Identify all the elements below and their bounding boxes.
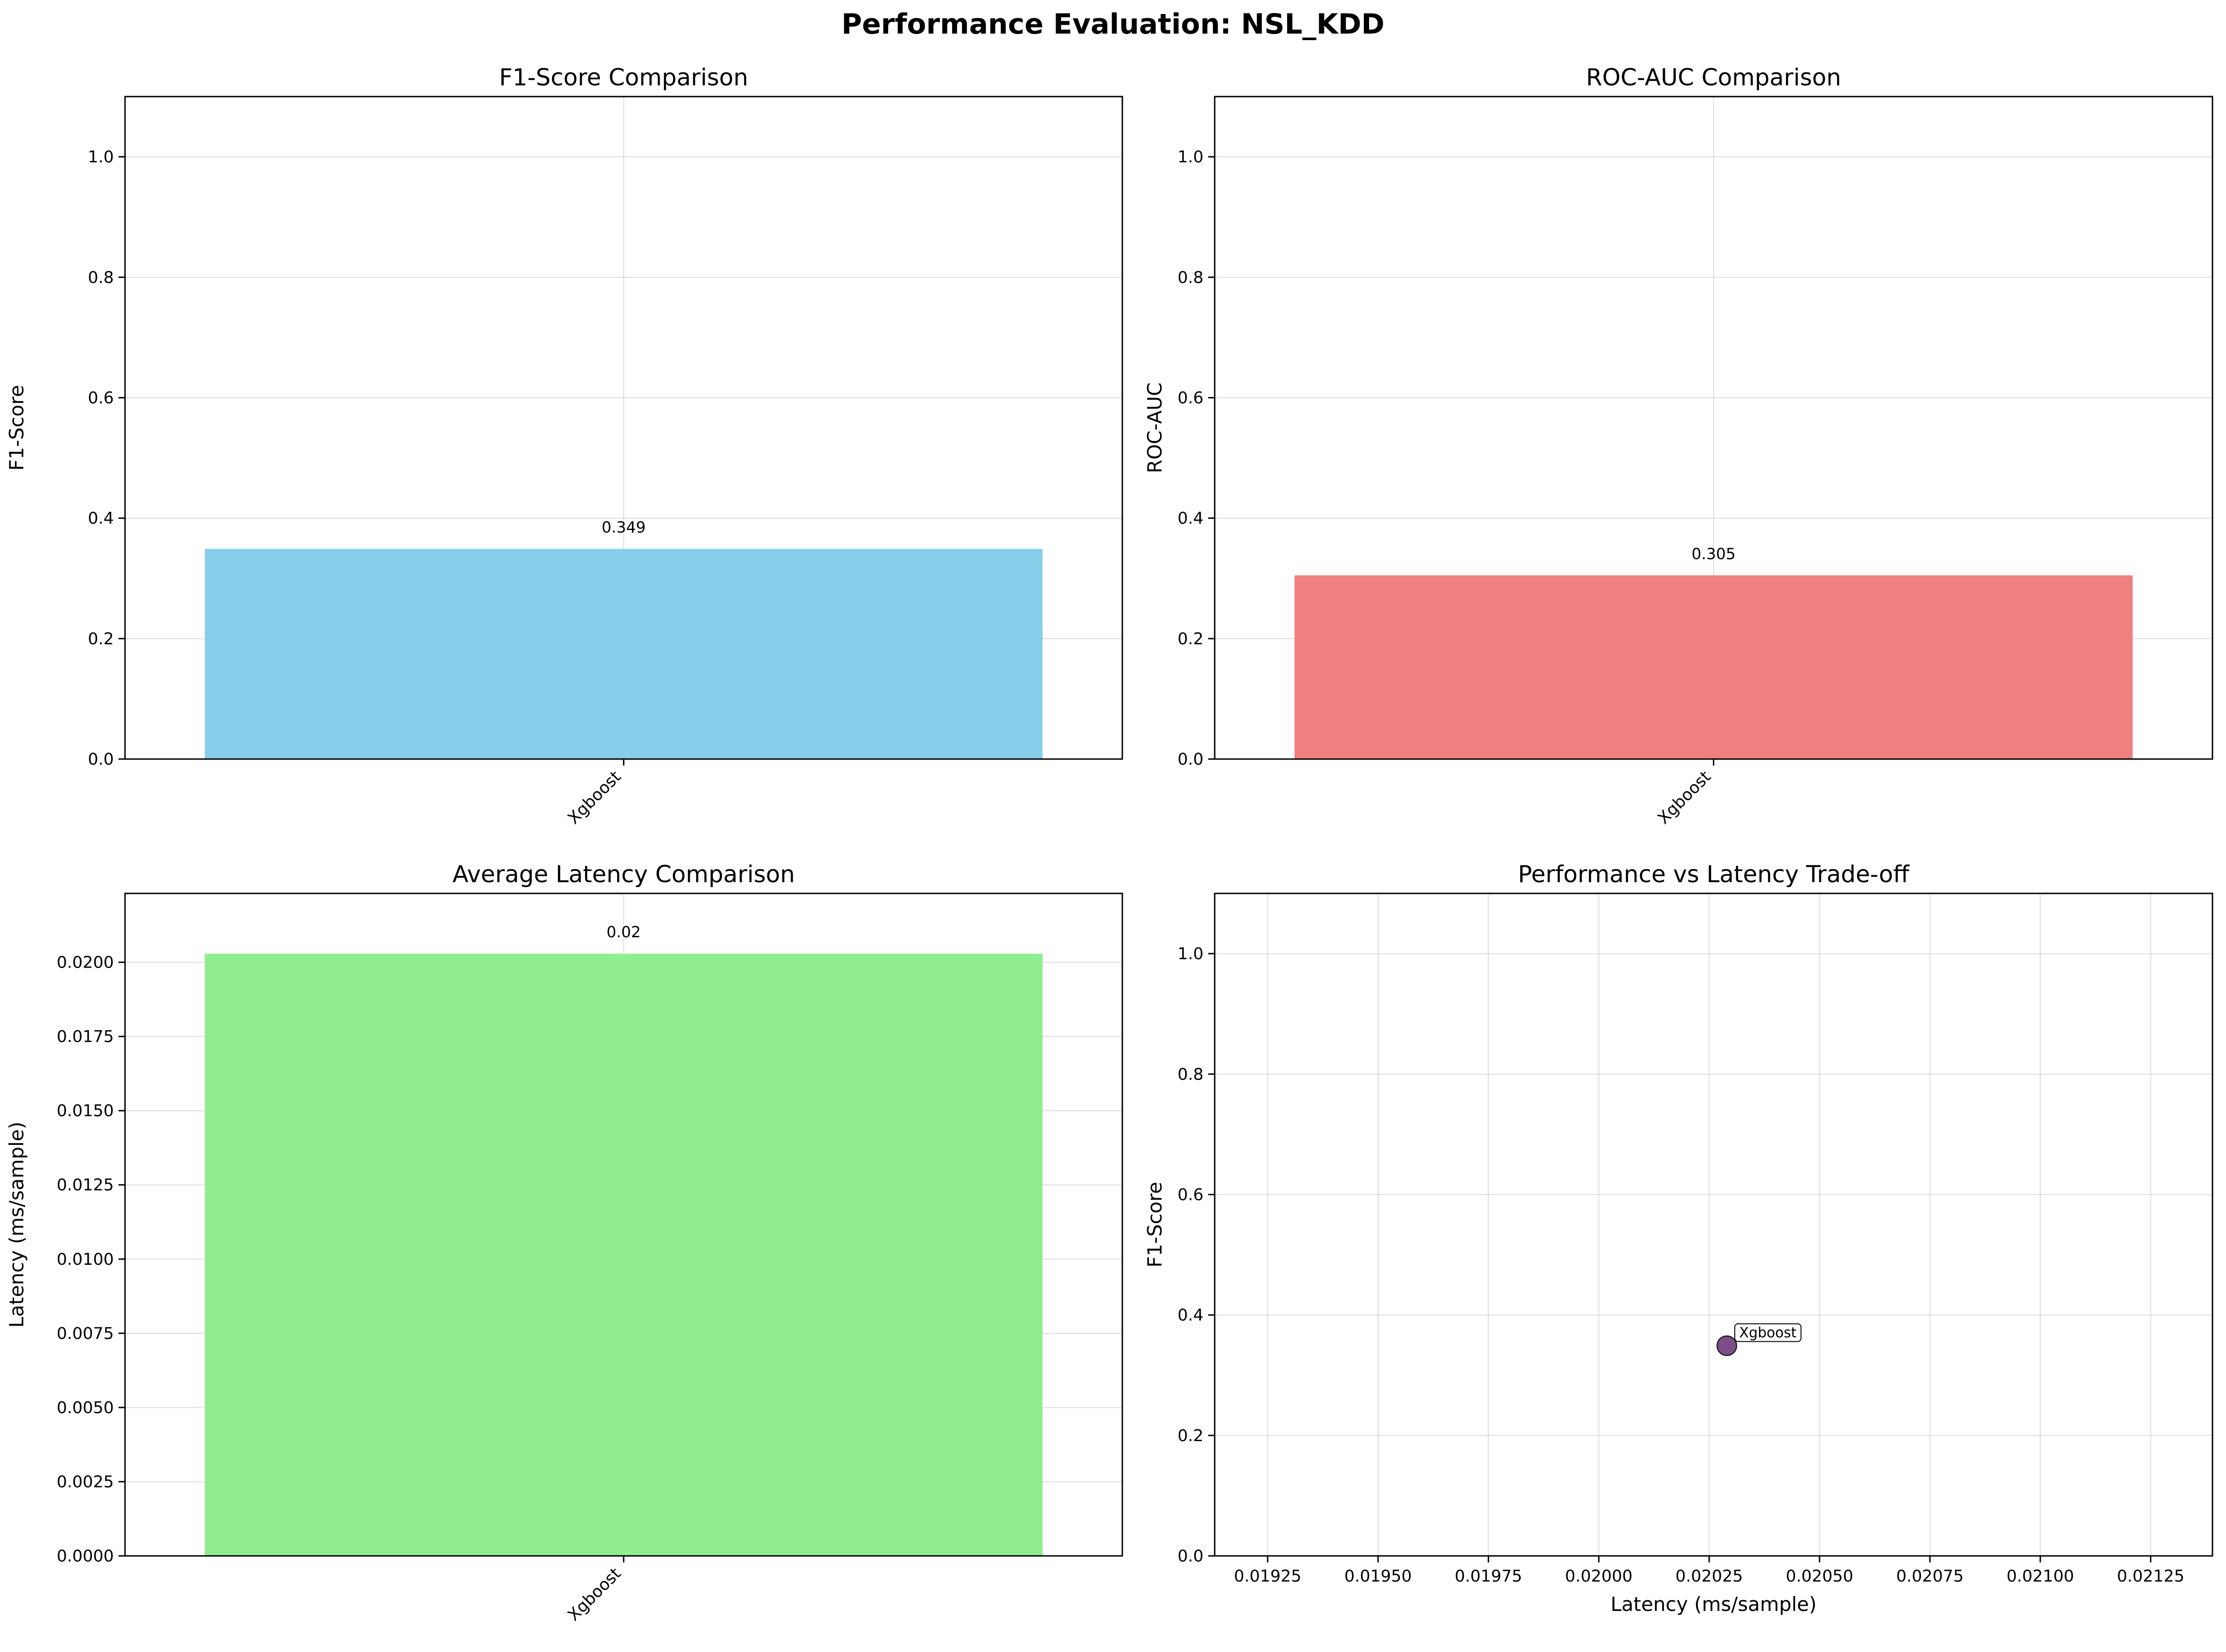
bar-value-label: 0.305 (1691, 544, 1735, 563)
y-tick-label: 0.0125 (57, 1176, 114, 1195)
bar-xgboost (205, 954, 1043, 1556)
x-tick-label: 0.01925 (1234, 1567, 1301, 1586)
panel-latency: 0.02 0.0000 0.0025 0.0050 0.0075 0.0100 0.0125… (5, 861, 1123, 1625)
chart-panels: 0.349 0.0 0.2 0.4 0.6 0.8 1.0 Xgboost F1-Score C… (5, 64, 2213, 1625)
y-axis-ticks: 0.0 0.2 0.4 0.6 0.8 1.0 (1177, 148, 1215, 769)
y-tick-label: 0.0 (1177, 750, 1203, 769)
y-tick-label: 0.6 (1177, 1185, 1203, 1204)
y-tick-label: 0.0 (88, 750, 114, 769)
y-tick-label: 1.0 (1177, 945, 1203, 963)
panel-title: ROC-AUC Comparison (1586, 64, 1841, 91)
y-axis-ticks: 0.0 0.2 0.4 0.6 0.8 1.0 (88, 148, 125, 769)
y-tick-label: 0.2 (88, 630, 114, 648)
panel-title: Average Latency Comparison (452, 861, 795, 888)
y-axis-label: F1-Score (5, 385, 28, 471)
annotation-box (1734, 1323, 1802, 1342)
y-tick-label: 0.0075 (57, 1324, 114, 1343)
y-axis-label: Latency (ms/sample) (5, 1122, 28, 1328)
y-tick-label: 0.8 (1177, 1065, 1203, 1084)
y-axis-label: ROC-AUC (1143, 383, 1166, 474)
bar-xgboost (1294, 575, 2133, 759)
y-tick-label: 0.8 (88, 268, 114, 287)
x-axis-label: Latency (ms/sample) (1611, 1593, 1817, 1616)
x-tick-label: 0.01975 (1454, 1567, 1522, 1586)
figure-suptitle: Performance Evaluation: NSL_KDD (842, 8, 1384, 41)
y-tick-label: 0.6 (1177, 389, 1203, 407)
y-tick-label: 0.2 (1177, 630, 1203, 648)
y-tick-label: 0.4 (88, 509, 114, 528)
y-tick-label: 0.0150 (57, 1102, 114, 1121)
x-tick-label: 0.02075 (1896, 1567, 1964, 1586)
y-tick-label: 0.4 (1177, 1306, 1203, 1325)
x-tick-label: 0.01950 (1344, 1567, 1412, 1586)
y-tick-label: 0.0100 (57, 1250, 114, 1269)
y-tick-label: 0.2 (1177, 1427, 1203, 1445)
x-tick-label: 0.02000 (1565, 1567, 1633, 1586)
panel-title: Performance vs Latency Trade-off (1518, 861, 1910, 888)
axes-frame (1214, 892, 2213, 1557)
y-axis-label: F1-Score (1143, 1182, 1166, 1268)
y-tick-label: 0.0175 (57, 1028, 114, 1046)
y-axis-ticks: 0.0 0.2 0.4 0.6 0.8 1.0 (1177, 945, 1215, 1566)
y-tick-label: 0.6 (88, 389, 114, 407)
x-axis-ticks: 0.01925 0.01950 0.01975 0.02000 0.02025 0.020… (1234, 1556, 2184, 1586)
y-tick-label: 1.0 (88, 148, 114, 167)
x-tick-label: 0.02025 (1676, 1567, 1743, 1586)
point-annotation: Xgboost (1734, 1323, 1802, 1342)
bar-value-label: 0.02 (606, 923, 640, 941)
y-tick-label: 0.0025 (57, 1473, 114, 1492)
y-tick-label: 1.0 (1177, 148, 1203, 167)
point-xgboost (1716, 1335, 1737, 1356)
y-tick-label: 0.0050 (57, 1399, 114, 1417)
bar-xgboost (205, 549, 1043, 759)
y-tick-label: 0.8 (1177, 268, 1203, 287)
x-tick-label: 0.02050 (1786, 1567, 1853, 1586)
bar-value-label: 0.349 (602, 518, 646, 537)
y-tick-label: 0.0200 (57, 954, 114, 972)
y-tick-label: 0.0000 (57, 1547, 114, 1566)
panel-title: F1-Score Comparison (499, 64, 748, 91)
y-tick-label: 0.0 (1177, 1547, 1203, 1566)
x-tick-label: 0.02125 (2117, 1567, 2184, 1586)
annotation-label: Xgboost (1739, 1324, 1797, 1341)
y-tick-label: 0.4 (1177, 509, 1203, 528)
y-axis-ticks: 0.0000 0.0025 0.0050 0.0075 0.0100 0.0125 0.01… (57, 954, 125, 1566)
x-tick-label: 0.02100 (2007, 1567, 2074, 1586)
